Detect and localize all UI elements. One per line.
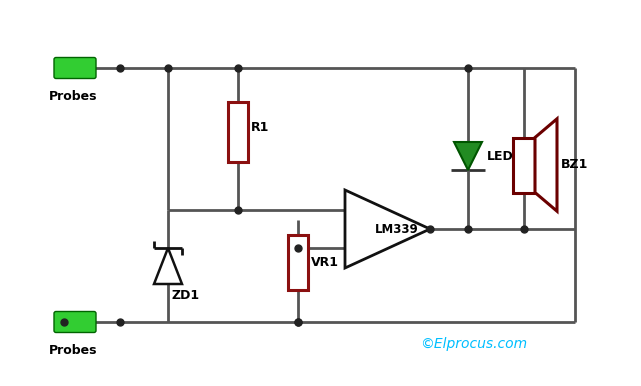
Polygon shape xyxy=(154,248,182,284)
FancyBboxPatch shape xyxy=(228,102,248,161)
Polygon shape xyxy=(345,190,430,268)
Text: Probes: Probes xyxy=(49,344,97,357)
FancyBboxPatch shape xyxy=(513,137,535,193)
Text: ZD1: ZD1 xyxy=(172,289,200,302)
Text: BZ1: BZ1 xyxy=(561,159,588,171)
Text: VR1: VR1 xyxy=(311,256,339,269)
Text: R1: R1 xyxy=(251,121,269,134)
Text: Probes: Probes xyxy=(49,90,97,103)
FancyBboxPatch shape xyxy=(54,312,96,332)
Polygon shape xyxy=(454,142,482,170)
Text: ©Elprocus.com: ©Elprocus.com xyxy=(420,337,527,351)
FancyBboxPatch shape xyxy=(288,235,308,290)
Text: LED: LED xyxy=(487,149,513,163)
Polygon shape xyxy=(535,119,557,211)
FancyBboxPatch shape xyxy=(54,58,96,78)
Text: LM339: LM339 xyxy=(375,223,419,236)
